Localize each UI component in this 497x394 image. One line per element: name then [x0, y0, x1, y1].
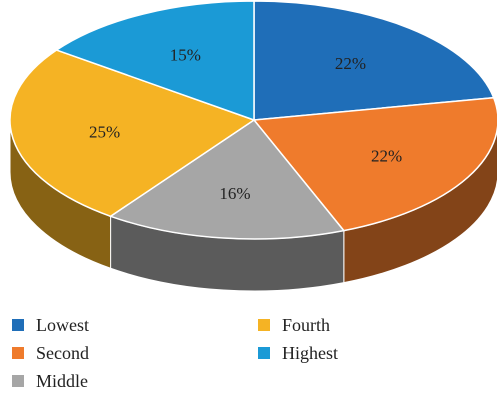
pie-chart: 22% 22% 16% 25% 15% — [9, 0, 497, 292]
pie-slices — [9, 0, 497, 240]
pie-slice-middle[interactable] — [108, 118, 346, 240]
data-label-middle: 16% — [219, 184, 250, 203]
pie-data-labels: 22% 22% 16% 25% 15% — [89, 45, 402, 203]
legend-item-second[interactable]: Second — [12, 342, 89, 364]
legend-label-second: Second — [36, 342, 89, 363]
legend-item-fourth[interactable]: Fourth — [258, 314, 330, 336]
legend-item-middle[interactable]: Middle — [12, 370, 88, 392]
legend-item-lowest[interactable]: Lowest — [12, 314, 89, 336]
legend-swatch-fourth — [258, 319, 270, 331]
legend-swatch-lowest — [12, 319, 24, 331]
pie-slice-highest[interactable] — [54, 0, 255, 122]
legend-swatch-middle — [12, 375, 24, 387]
legend-label-middle: Middle — [36, 370, 88, 391]
pie-slice-fourth[interactable] — [9, 49, 256, 218]
legend-swatch-second — [12, 347, 24, 359]
legend: Lowest Second Middle Fourth Highest — [0, 308, 497, 394]
data-label-fourth: 25% — [89, 123, 120, 142]
data-label-highest: 15% — [170, 45, 201, 64]
legend-label-lowest: Lowest — [36, 314, 89, 335]
legend-swatch-highest — [258, 347, 270, 359]
data-label-lowest: 22% — [335, 54, 366, 73]
legend-label-highest: Highest — [282, 342, 338, 363]
pie-slice-second[interactable] — [252, 96, 497, 232]
legend-item-highest[interactable]: Highest — [258, 342, 338, 364]
pie-slice-lowest[interactable] — [253, 0, 495, 121]
data-label-second: 22% — [371, 147, 402, 166]
legend-label-fourth: Fourth — [282, 314, 331, 335]
